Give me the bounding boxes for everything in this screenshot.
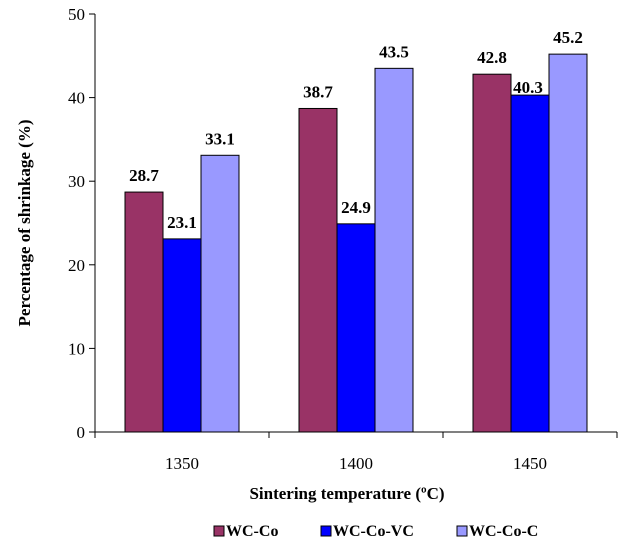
- data-label: 33.1: [205, 129, 235, 148]
- legend-label: WC-Co: [226, 523, 278, 540]
- data-label: 23.1: [167, 213, 197, 232]
- bar-wc-co-vc-1450: [510, 94, 550, 433]
- data-label: 38.7: [303, 82, 333, 101]
- bar-wc-co-1450: [472, 73, 512, 433]
- bar-wc-co-vc-1350: [162, 238, 202, 433]
- y-tick-label: 20: [68, 256, 85, 275]
- x-tick-label: 1450: [513, 454, 547, 473]
- data-label: 42.8: [477, 48, 507, 67]
- x-tick-label: 1400: [339, 454, 373, 473]
- legend-label: WC-Co-VC: [333, 523, 414, 540]
- bar-wc-co-c-1350: [200, 154, 240, 433]
- y-tick-label: 40: [68, 89, 85, 108]
- data-label: 40.3: [513, 78, 543, 97]
- axes: 0 10 20 30 40 50 1350 1400 1450: [68, 5, 618, 473]
- x-axis-title: Sintering temperature (ºC): [249, 484, 444, 503]
- x-tick-label: 1350: [165, 454, 199, 473]
- legend: WC-Co WC-Co-VC WC-Co-C: [213, 523, 538, 540]
- legend-swatch: [320, 525, 332, 537]
- legend-swatch: [213, 525, 225, 537]
- data-label: 45.2: [553, 28, 583, 47]
- data-label: 24.9: [341, 198, 371, 217]
- data-label: 43.5: [379, 42, 409, 61]
- legend-label: WC-Co-C: [469, 523, 538, 540]
- bar-wc-co-vc-1400: [336, 223, 376, 433]
- bars: [124, 53, 588, 433]
- y-tick-label: 0: [77, 423, 86, 442]
- bar-wc-co-c-1400: [374, 67, 414, 433]
- y-tick-label: 50: [68, 5, 85, 24]
- y-tick-label: 30: [68, 172, 85, 191]
- bar-wc-co-c-1450: [548, 53, 588, 433]
- bar-wc-co-1400: [298, 107, 338, 433]
- data-label: 28.7: [129, 166, 159, 185]
- y-tick-label: 10: [68, 339, 85, 358]
- bar-wc-co-1350: [124, 191, 164, 433]
- legend-swatch: [456, 525, 468, 537]
- data-labels: 28.7 23.1 33.1 38.7 24.9 43.5 42.8 40.3 45.2: [129, 28, 583, 232]
- y-axis-title: Percentage of shrinkage (%): [15, 120, 34, 327]
